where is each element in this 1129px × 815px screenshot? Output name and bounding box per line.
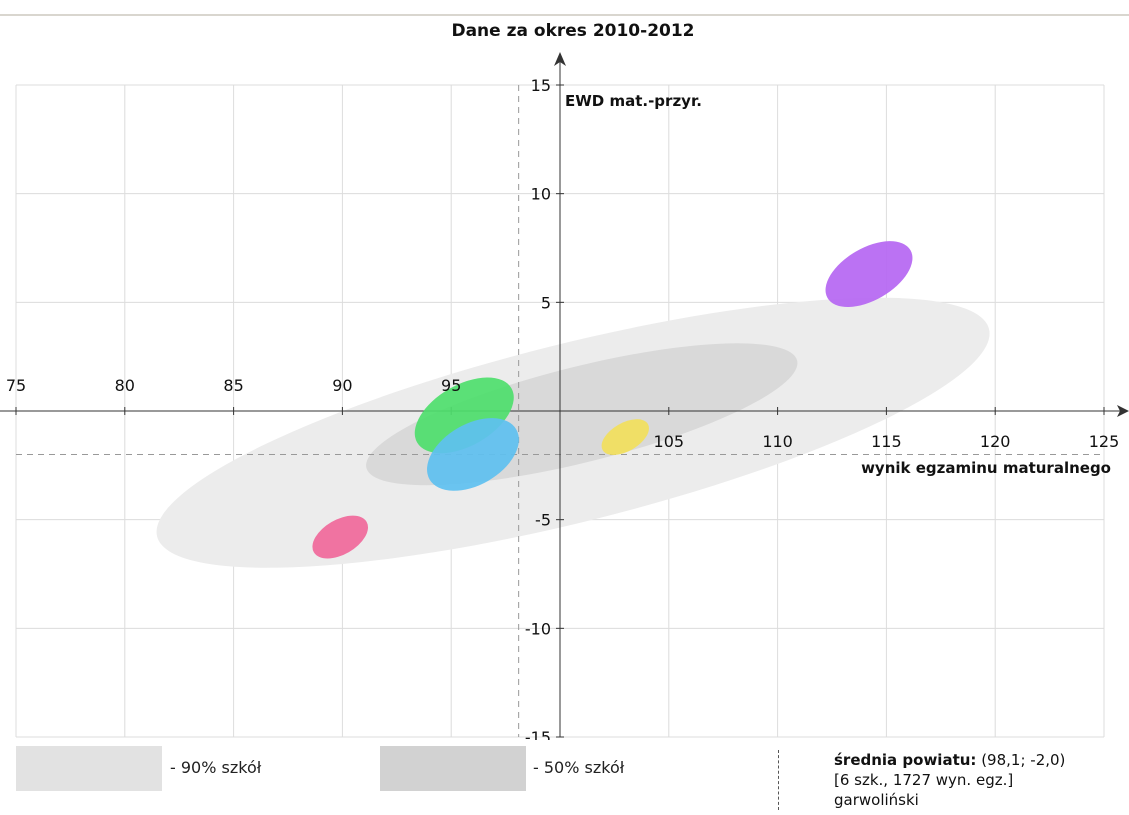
x-axis-label: wynik egzaminu maturalnego [861,459,1111,477]
school-ellipse [427,418,519,491]
legend-swatch-50 [380,746,526,791]
school-ellipses [312,241,913,559]
chart-title: Dane za okres 2010-2012 [451,21,694,41]
school-ellipse [601,419,649,455]
y-tick-label: 5 [541,293,551,312]
summary-label: średnia powiatu: [834,751,977,769]
x-tick-label: 120 [980,432,1011,451]
x-axis-arrow [1117,405,1129,417]
y-tick-label: 10 [531,185,551,204]
x-tick-label: 95 [441,376,461,395]
x-tick-label: 105 [654,432,685,451]
summary-county: garwoliński [834,791,919,809]
x-tick-label: 110 [762,432,793,451]
axes [0,52,1129,738]
y-tick-label: 15 [531,76,551,95]
x-tick-label: 80 [115,376,135,395]
y-tick-label: -15 [525,728,551,740]
school-ellipse [312,515,369,559]
legend-label-50: - 50% szkół [533,758,625,777]
x-tick-label: 85 [223,376,243,395]
x-tick-label: 75 [6,376,26,395]
summary-counts: [6 szk., 1727 wyn. egz.] [834,771,1014,789]
y-tick-label: -5 [535,511,551,530]
legend-dashed-marker [778,750,779,810]
x-tick-label: 125 [1089,432,1120,451]
legend-swatch-90 [16,746,162,791]
legend-label-90: - 90% szkół [170,758,262,777]
summary-value: (98,1; -2,0) [981,751,1066,769]
y-axis-arrow [554,52,566,66]
y-axis-label: EWD mat.-przyr. [565,92,702,110]
school-ellipse [825,241,913,307]
x-tick-label: 115 [871,432,902,451]
county-summary: średnia powiatu: (98,1; -2,0) [6 szk., 1… [834,750,1065,810]
y-tick-label: -10 [525,619,551,638]
x-tick-label: 90 [332,376,352,395]
legend: - 90% szkół - 50% szkół średnia powiatu:… [0,738,1129,815]
top-rule [0,0,1129,16]
